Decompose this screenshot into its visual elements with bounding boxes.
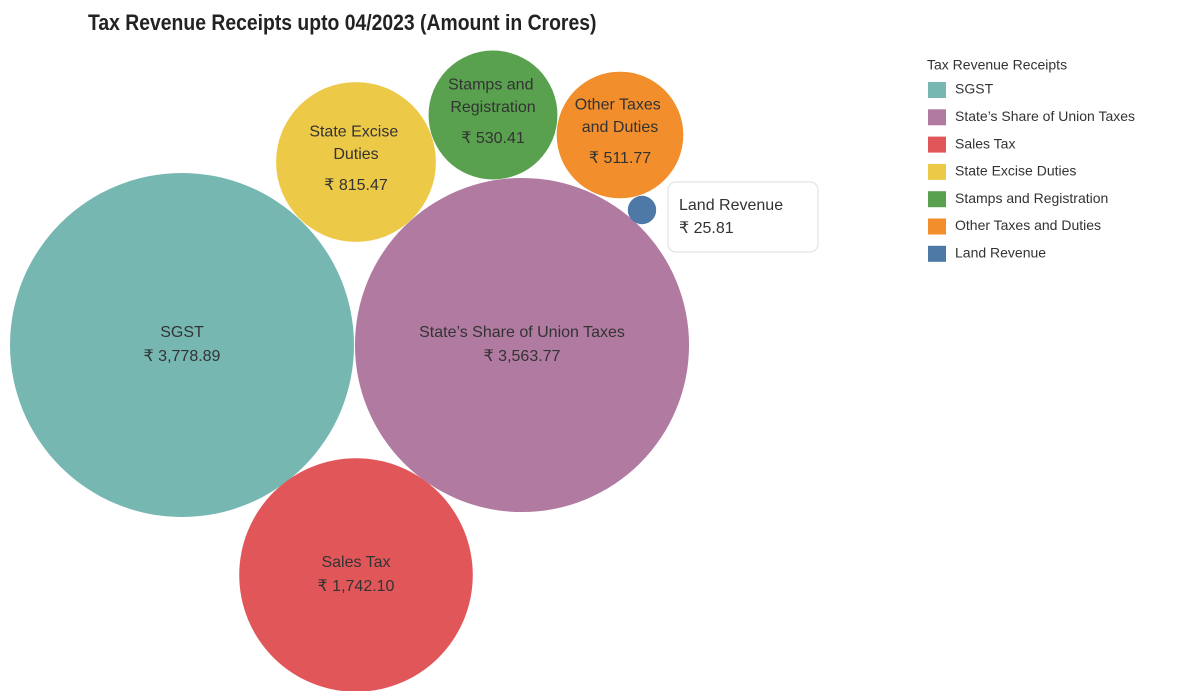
bubble <box>276 82 436 242</box>
bubble <box>627 195 657 225</box>
bubble <box>239 458 473 691</box>
bubble <box>428 50 558 180</box>
value-label: ₹ 3,563.77 <box>484 348 561 365</box>
value-label: ₹ 3,778.89 <box>144 348 221 365</box>
bubble-label: SGST <box>160 324 204 341</box>
legend-title: Tax Revenue Receipts <box>927 57 1067 73</box>
tooltip-box <box>667 181 819 253</box>
legend-swatch <box>928 136 946 153</box>
bubble-label: Land Revenue <box>679 197 783 214</box>
legend-label: State Excise Duties <box>955 163 1076 179</box>
legend-label: State’s Share of Union Taxes <box>955 108 1135 124</box>
legend-label: Stamps and Registration <box>955 190 1108 206</box>
bubble <box>354 177 690 513</box>
bubble-label: State Excise Duties <box>309 124 402 163</box>
legend-label: SGST <box>955 81 994 97</box>
bubble-label: Stamps and Registration <box>448 77 538 116</box>
value-label: ₹ 25.81 <box>679 220 734 237</box>
callout-line <box>655 209 669 215</box>
legend-swatch <box>928 191 946 208</box>
bubble <box>10 173 354 517</box>
value-label: ₹ 511.77 <box>589 150 651 167</box>
legend-swatch <box>928 245 946 262</box>
legend-label: Sales Tax <box>955 135 1015 151</box>
chart-title: Tax Revenue Receipts upto 04/2023 (Amoun… <box>88 11 596 35</box>
legend-swatch <box>928 82 946 98</box>
bubble-label: Other Taxes and Duties <box>575 97 665 136</box>
value-label: ₹ 1,742.10 <box>318 578 395 595</box>
legend-swatch <box>928 163 946 180</box>
legend-swatch <box>928 109 946 126</box>
legend-label: Land Revenue <box>955 245 1046 261</box>
value-label: ₹ 530.41 <box>461 130 525 147</box>
value-label: ₹ 815.47 <box>324 177 388 194</box>
legend-swatch <box>928 218 946 235</box>
legend-label: Other Taxes and Duties <box>955 217 1101 233</box>
bubble-label: Sales Tax <box>321 554 390 571</box>
bubble-label: State’s Share of Union Taxes <box>419 324 625 341</box>
bubble <box>556 71 684 199</box>
